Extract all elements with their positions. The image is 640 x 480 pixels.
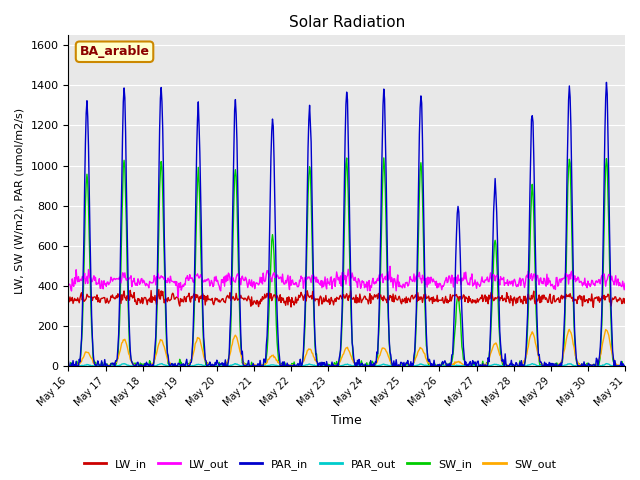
X-axis label: Time: Time — [332, 414, 362, 427]
Y-axis label: LW, SW (W/m2), PAR (umol/m2/s): LW, SW (W/m2), PAR (umol/m2/s) — [15, 108, 25, 294]
Text: BA_arable: BA_arable — [79, 45, 150, 58]
Legend: LW_in, LW_out, PAR_in, PAR_out, SW_in, SW_out: LW_in, LW_out, PAR_in, PAR_out, SW_in, S… — [79, 455, 561, 474]
Title: Solar Radiation: Solar Radiation — [289, 15, 405, 30]
